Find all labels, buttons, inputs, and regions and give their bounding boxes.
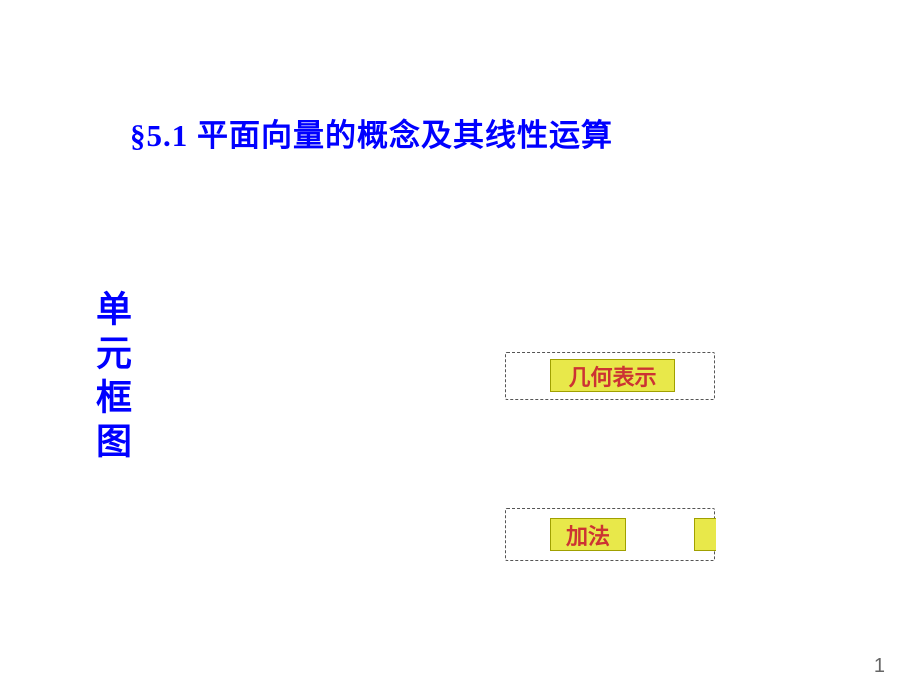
section-title: §5.1 平面向量的概念及其线性运算 bbox=[130, 110, 613, 155]
box-addition: 加法 bbox=[550, 518, 626, 551]
box-geometric-representation: 几何表示 bbox=[550, 359, 675, 392]
side-vertical-label: 单元框图 bbox=[85, 290, 137, 466]
page-number: 1 bbox=[874, 655, 885, 678]
box-fragment-right bbox=[694, 518, 716, 551]
